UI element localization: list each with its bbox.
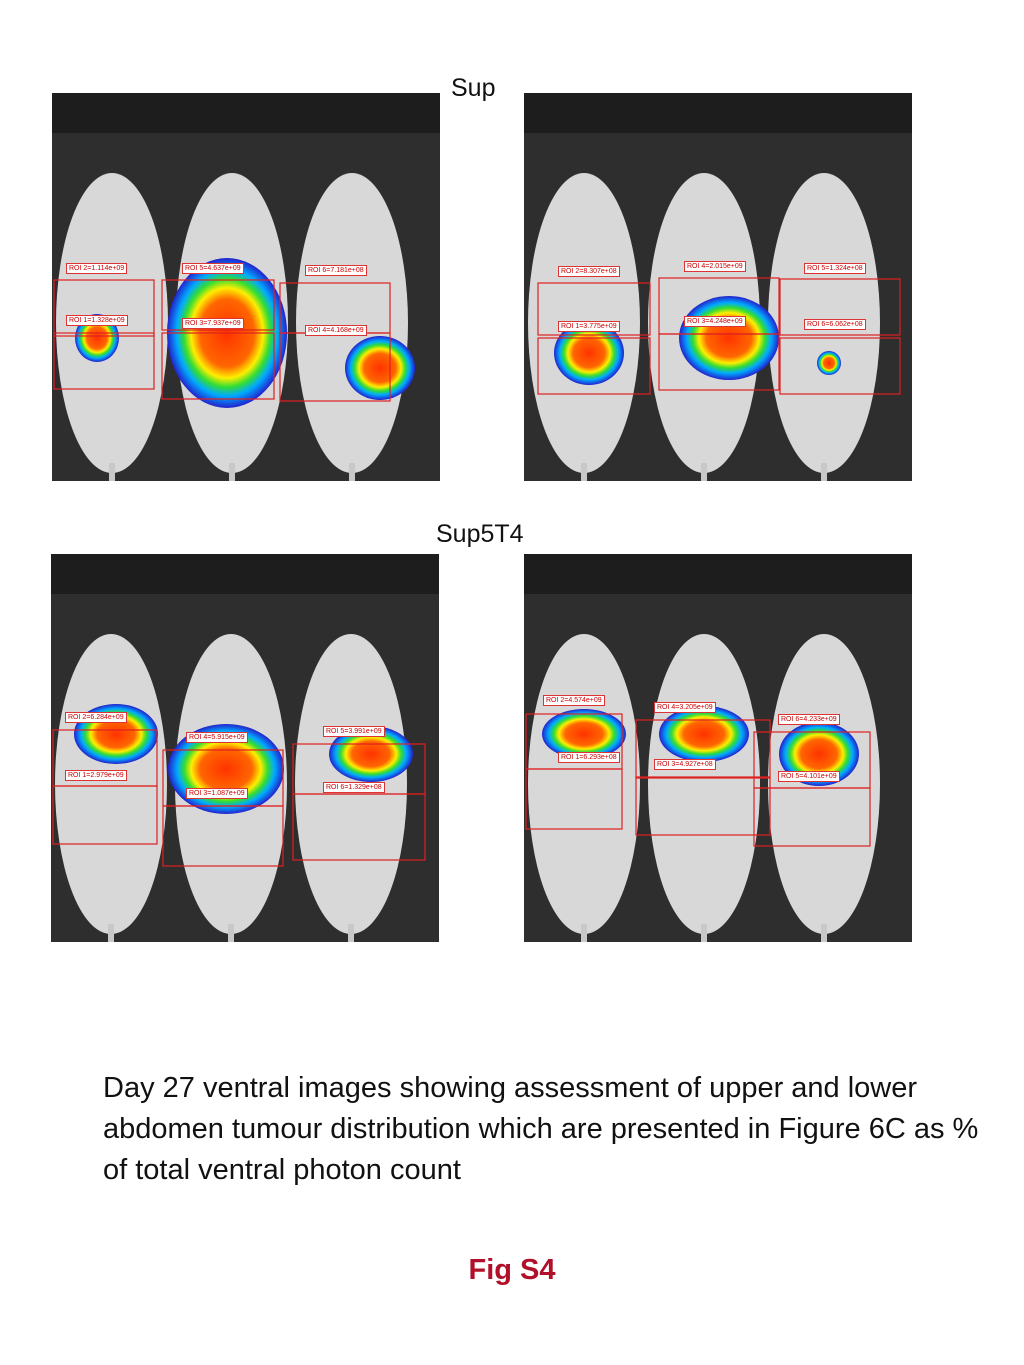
roi-box	[779, 278, 901, 336]
roi-label: ROI 6=1.329e+08	[323, 782, 385, 793]
bioluminescence-image	[51, 554, 439, 942]
mouse-silhouette	[528, 634, 640, 934]
roi-label: ROI 3=4.927e+08	[654, 759, 716, 770]
roi-label: ROI 6=6.062e+08	[804, 319, 866, 330]
tumour-signal	[75, 314, 119, 362]
roi-label: ROI 5=4.637e+09	[182, 263, 244, 274]
group-label-sup5t4: Sup5T4	[436, 520, 524, 548]
roi-label: ROI 2=6.284e+09	[65, 712, 127, 723]
figure-caption: Day 27 ventral images showing assessment…	[103, 1072, 979, 1186]
roi-label: ROI 1=1.328e+09	[66, 315, 128, 326]
tumour-signal	[554, 321, 624, 385]
tumour-signal	[345, 336, 415, 400]
roi-box	[53, 332, 155, 390]
roi-label: ROI 4=2.015e+09	[684, 261, 746, 272]
roi-box	[52, 785, 158, 845]
group-label-sup: Sup	[451, 74, 496, 102]
tumour-signal	[679, 296, 779, 380]
imaging-panel: ROI 2=8.307e+08 ROI 4=2.015e+09 ROI 5=1.32…	[524, 93, 912, 481]
bioluminescence-image	[52, 93, 440, 481]
roi-label: ROI 2=4.574e+09	[543, 695, 605, 706]
roi-label: ROI 5=1.324e+08	[804, 263, 866, 274]
roi-label: ROI 5=4.101e+09	[778, 771, 840, 782]
roi-label: ROI 4=4.168e+09	[305, 325, 367, 336]
mouse-silhouette	[55, 634, 167, 934]
mouse-silhouette	[296, 173, 408, 473]
roi-label: ROI 5=3.991e+09	[323, 726, 385, 737]
roi-label: ROI 3=7.937e+09	[182, 318, 244, 329]
roi-box	[525, 768, 623, 830]
roi-label: ROI 4=3.205e+09	[654, 702, 716, 713]
roi-box	[635, 719, 771, 779]
mouse-silhouette	[648, 634, 760, 934]
roi-box	[658, 333, 780, 391]
bioluminescence-image	[524, 554, 912, 942]
tumour-signal	[659, 706, 749, 762]
tumour-signal	[779, 722, 859, 786]
roi-label: ROI 6=7.181e+08	[305, 265, 367, 276]
roi-label: ROI 3=4.248e+09	[684, 316, 746, 327]
roi-box	[537, 282, 651, 336]
roi-label: ROI 1=2.979e+09	[65, 770, 127, 781]
roi-label: ROI 6=4.233e+09	[778, 714, 840, 725]
roi-box	[161, 332, 275, 400]
tumour-signal	[329, 726, 413, 782]
figure-label: Fig S4	[468, 1254, 556, 1286]
roi-box	[161, 279, 275, 331]
imaging-panel: ROI 2=1.114e+09 ROI 5=4.637e+09 ROI 6=7.18…	[52, 93, 440, 481]
roi-box	[292, 793, 426, 861]
roi-box	[779, 337, 901, 395]
tumour-signal	[542, 709, 626, 759]
imaging-panel: ROI 2=4.574e+09 ROI 4=3.205e+09 ROI 6=4.23…	[524, 554, 912, 942]
roi-label: ROI 1=3.775e+09	[558, 321, 620, 332]
roi-box	[753, 787, 871, 847]
roi-label: ROI 2=1.114e+09	[66, 263, 128, 274]
roi-label: ROI 4=5.915e+09	[186, 732, 248, 743]
tumour-signal	[817, 351, 841, 375]
bioluminescence-image	[524, 93, 912, 481]
imaging-panel: ROI 2=6.284e+09 ROI 4=5.915e+09 ROI 5=3.99…	[51, 554, 439, 942]
roi-box	[53, 279, 155, 337]
roi-box	[162, 805, 284, 867]
roi-label: ROI 3=1.087e+09	[186, 788, 248, 799]
roi-box	[635, 776, 771, 836]
roi-label: ROI 2=8.307e+08	[558, 266, 620, 277]
roi-box	[537, 337, 651, 395]
roi-label: ROI 1=6.293e+08	[558, 752, 620, 763]
